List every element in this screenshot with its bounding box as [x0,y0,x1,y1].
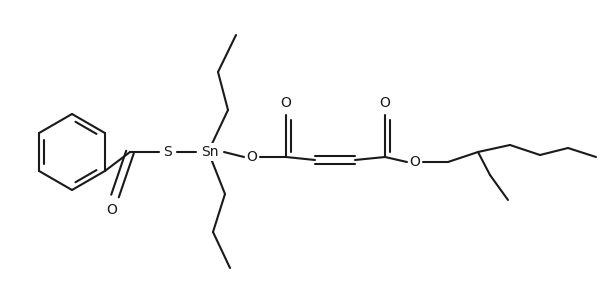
Text: O: O [247,150,258,164]
Text: S: S [164,145,172,159]
Text: O: O [107,203,117,217]
Text: Sn: Sn [201,145,219,159]
Text: O: O [281,96,291,110]
Text: O: O [409,155,420,169]
Text: O: O [380,96,391,110]
